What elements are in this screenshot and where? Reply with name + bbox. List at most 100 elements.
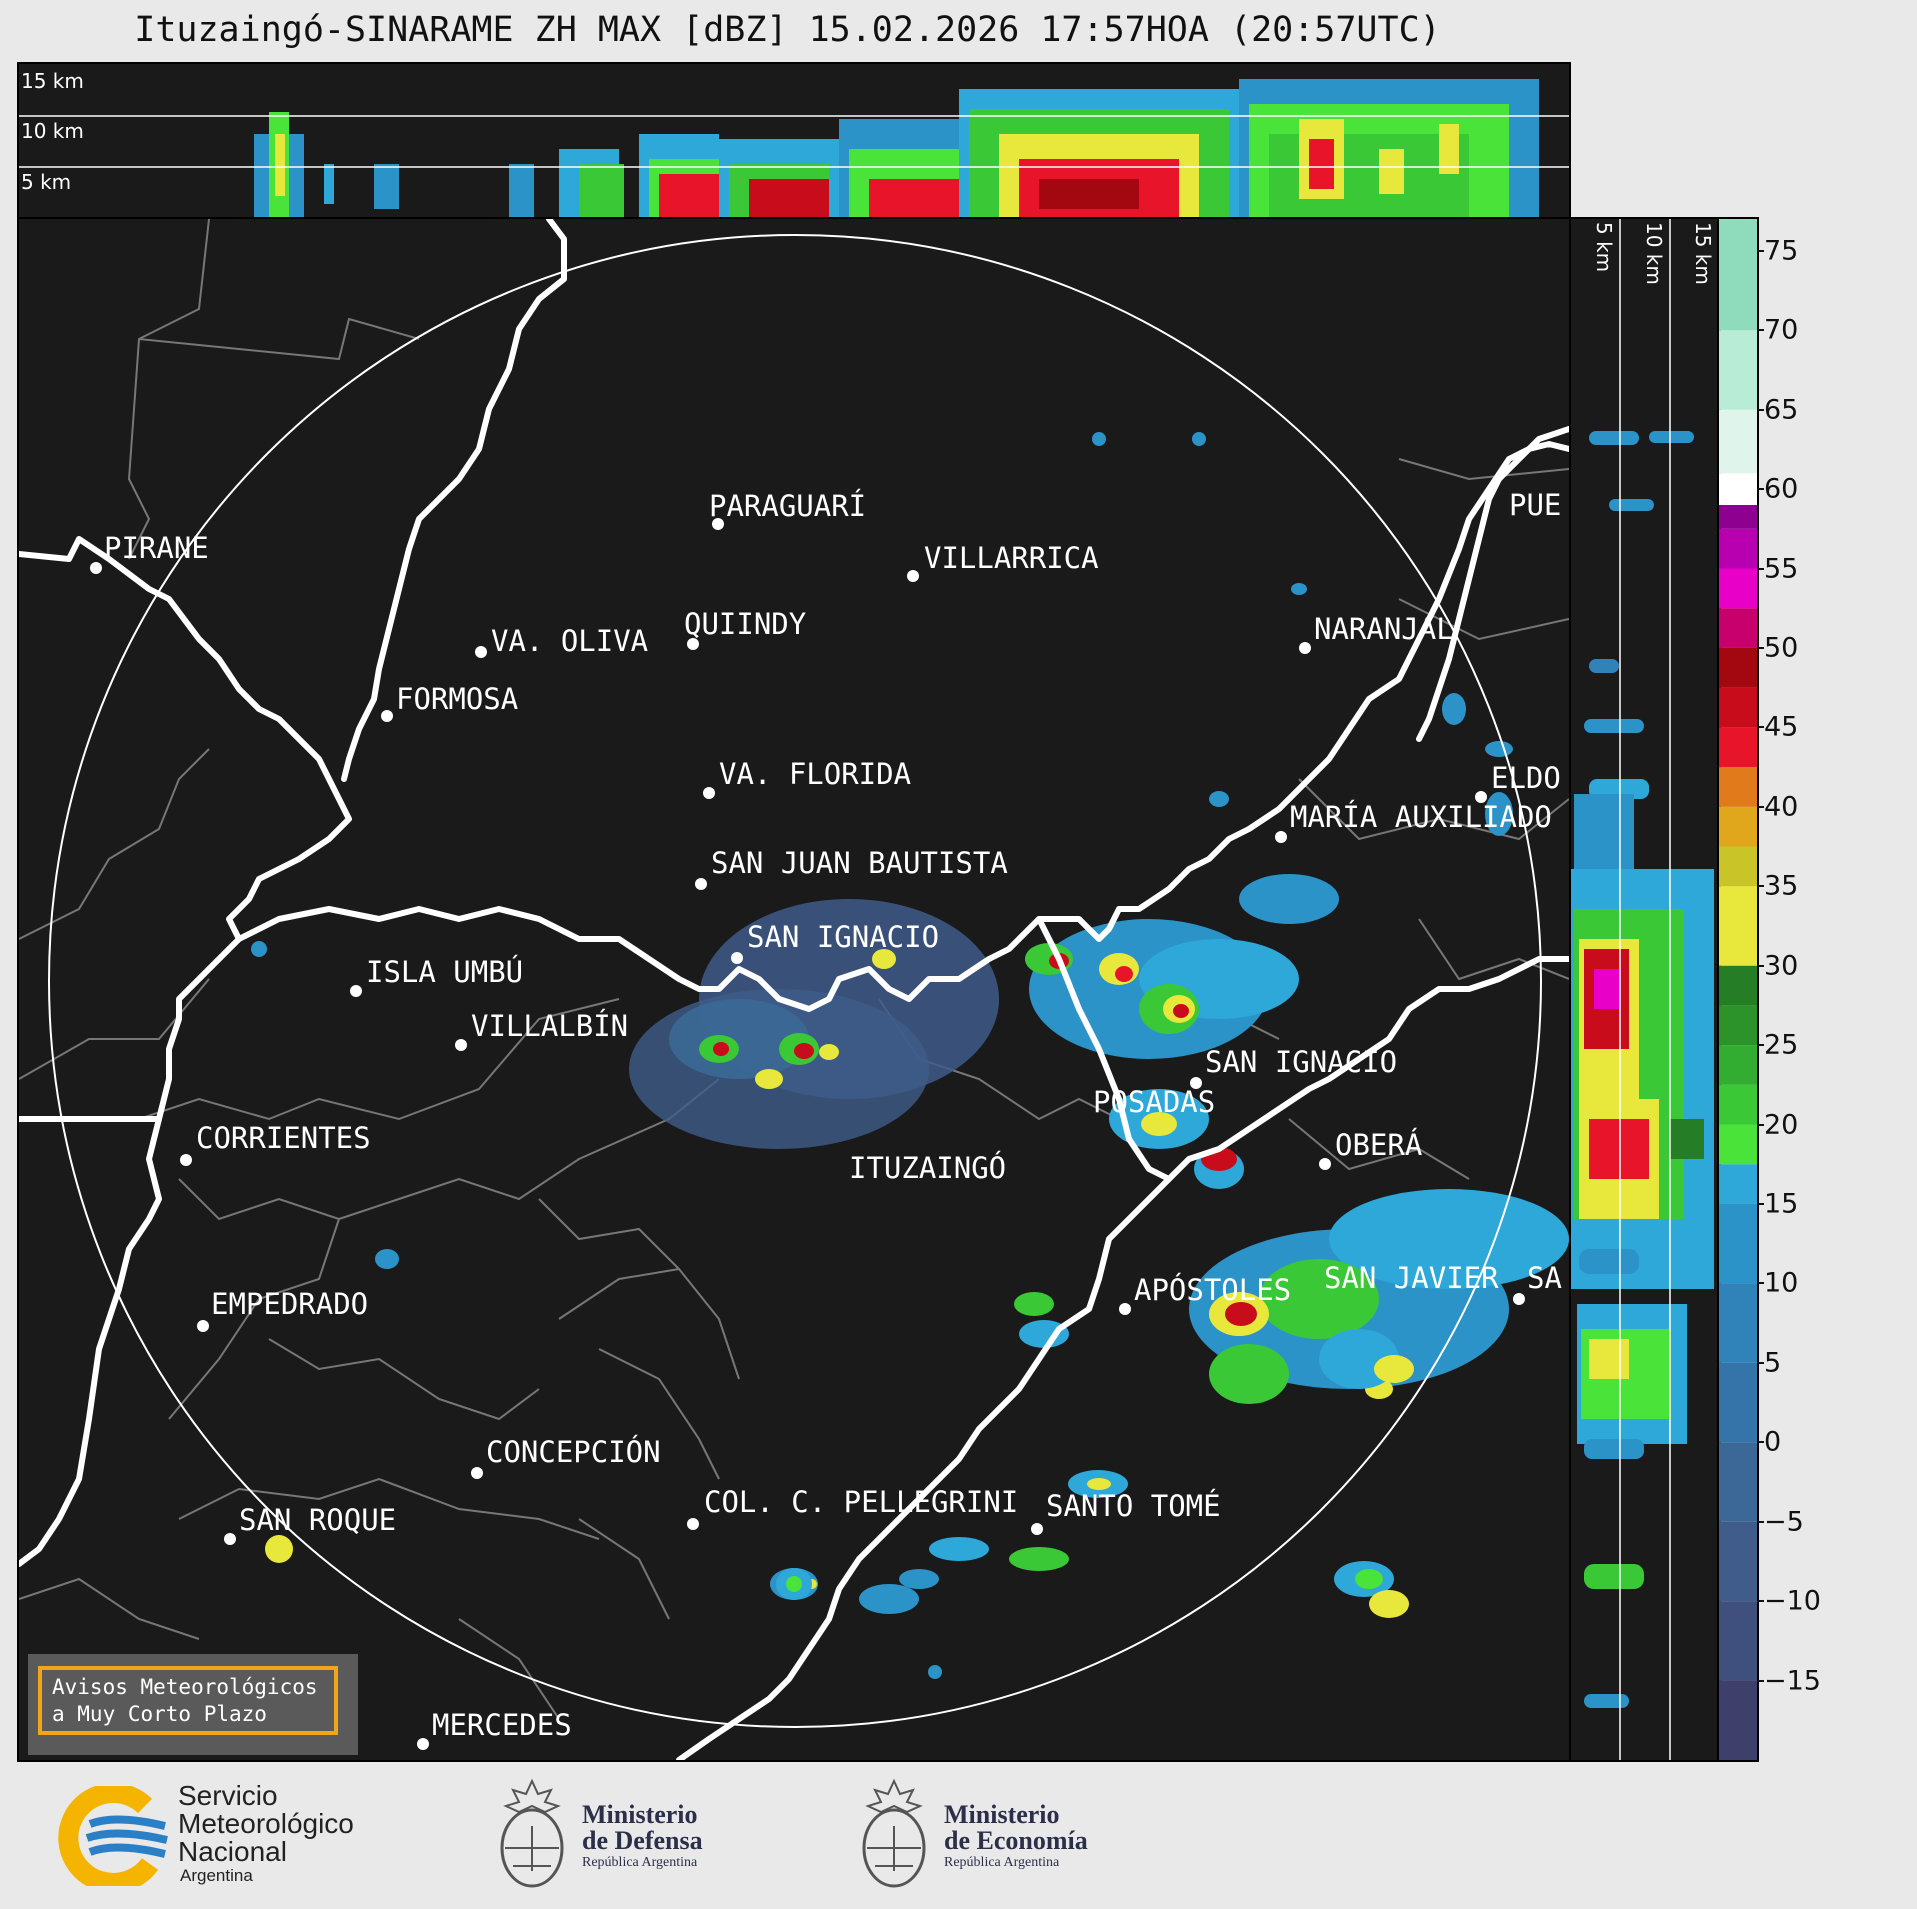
colorbar-tick-label: 35 (1764, 870, 1799, 902)
colorbar-tick-label: 45 (1764, 711, 1799, 743)
colorbar-segment (1719, 1005, 1757, 1046)
city-dot (687, 638, 699, 650)
top-height-profile: 15 km 10 km 5 km (17, 62, 1571, 219)
city-dot (224, 1533, 236, 1545)
colorbar-segment (1719, 767, 1757, 807)
colorbar-segment (1719, 1045, 1757, 1085)
avisos-line2: a Muy Corto Plazo (52, 1702, 267, 1726)
city-dot (471, 1467, 483, 1479)
top-strip-label-10km: 10 km (21, 119, 84, 143)
city-dot (180, 1154, 192, 1166)
colorbar-segment (1719, 1203, 1757, 1284)
colorbar-tick-label: 20 (1764, 1109, 1799, 1141)
colorbar-tick-label: −5 (1764, 1506, 1804, 1538)
colorbar-tick-label: 5 (1764, 1347, 1782, 1379)
colorbar-segment (1719, 409, 1757, 474)
city-dot (687, 1518, 699, 1530)
city-label: PARAGUARÍ (709, 489, 866, 523)
colorbar-tick-label: 25 (1764, 1029, 1799, 1061)
colorbar-segment (1719, 1084, 1757, 1125)
colorbar-segment (1719, 1124, 1757, 1165)
colorbar-tick-label: −15 (1764, 1665, 1821, 1697)
colorbar-segment (1719, 886, 1757, 966)
city-label: APÓSTOLES (1134, 1273, 1291, 1307)
colorbar-segment (1719, 473, 1757, 505)
city-label: VILLALBÍN (471, 1009, 628, 1043)
city-label: SAN ROQUE (239, 1503, 396, 1537)
colorbar-segment (1719, 330, 1757, 410)
city-dot (1190, 1077, 1202, 1089)
colorbar-segment (1719, 1164, 1757, 1204)
city-dot (1299, 642, 1311, 654)
colorbar-segment (1719, 846, 1757, 887)
top-strip-label-15km: 15 km (21, 69, 84, 93)
city-label: COL. C. PELLEGRINI (704, 1485, 1018, 1519)
city-dot (1119, 1303, 1131, 1315)
colorbar-segment (1719, 1283, 1757, 1363)
colorbar-tick-mark (1757, 567, 1764, 570)
colorbar-segment (1719, 1521, 1757, 1602)
city-label: SAN JUAN BAUTISTA (711, 846, 1008, 880)
colorbar-segment (1719, 727, 1757, 768)
city-dot (1031, 1523, 1043, 1535)
city-markers: PIRANE PARAGUARÍ VILLARRICA QUIINDY VA. … (90, 488, 1562, 1750)
colorbar-tick-label: 75 (1764, 235, 1799, 267)
radar-map: PIRANE PARAGUARÍ VILLARRICA QUIINDY VA. … (17, 217, 1571, 1762)
colorbar-tick-mark (1757, 726, 1764, 729)
colorbar-segment (1719, 219, 1757, 331)
smn-line1: Servicio (178, 1780, 278, 1811)
city-dot (1319, 1158, 1331, 1170)
city-dot (731, 952, 743, 964)
side-strip-label-10km: 10 km (1642, 222, 1666, 285)
top-strip-echoes (254, 79, 1539, 217)
city-dot (350, 985, 362, 997)
colorbar-segment (1719, 806, 1757, 847)
colorbar-segment (1719, 568, 1757, 609)
city-dot (381, 710, 393, 722)
city-dot (90, 562, 102, 574)
colorbar-tick-mark (1757, 1679, 1764, 1682)
top-strip-label-5km: 5 km (21, 170, 71, 194)
side-strip-echoes (1569, 431, 1714, 1708)
colorbar-tick-label: 65 (1764, 394, 1799, 426)
colorbar-tick-label: 0 (1764, 1426, 1782, 1458)
city-dot (712, 518, 724, 530)
city-dot (1475, 791, 1487, 803)
city-dot (455, 1039, 467, 1051)
coat-of-arms-icon (862, 1778, 926, 1888)
colorbar-segment (1719, 504, 1757, 529)
city-dot (703, 787, 715, 799)
radar-echoes (251, 432, 1569, 1679)
colorbar-tick-mark (1757, 964, 1764, 967)
colorbar-tick-label: 10 (1764, 1267, 1799, 1299)
city-dot (197, 1320, 209, 1332)
colorbar-tick-mark (1757, 1202, 1764, 1205)
city-label: FORMOSA (396, 682, 518, 716)
city-label: MERCEDES (432, 1708, 572, 1742)
chart-title: Ituzaingó-SINARAME ZH MAX [dBZ] 15.02.20… (134, 10, 1441, 50)
city-label: VA. OLIVA (491, 624, 648, 658)
smn-line3: Nacional (178, 1836, 287, 1867)
colorbar-tick-label: 60 (1764, 473, 1799, 505)
colorbar-tick-mark (1757, 1520, 1764, 1523)
colorbar-tick-mark (1757, 805, 1764, 808)
colorbar-tick-mark (1757, 1044, 1764, 1047)
colorbar-tick-mark (1757, 329, 1764, 332)
colorbar-tick-mark (1757, 646, 1764, 649)
range-ring (48, 234, 1542, 1728)
colorbar-tick-mark (1757, 408, 1764, 411)
city-label: SAN IGNACIO (1205, 1045, 1397, 1079)
city-label: SAN JAVIER (1324, 1261, 1499, 1295)
city-label: ITUZAINGÓ (849, 1151, 1006, 1185)
colorbar-tick-label: 50 (1764, 632, 1799, 664)
city-dot (1275, 831, 1287, 843)
colorbar-segment (1719, 687, 1757, 728)
colorbar-tick-mark (1757, 885, 1764, 888)
city-label: CONCEPCIÓN (486, 1435, 661, 1469)
defensa-line3: República Argentina (582, 1855, 698, 1870)
city-label: SAN IGNACIO (747, 920, 939, 954)
economia-line1: Ministerio (944, 1800, 1060, 1829)
colorbar-tick-mark (1757, 1441, 1764, 1444)
colorbar-segment (1719, 965, 1757, 1006)
defensa-line1: Ministerio (582, 1800, 698, 1829)
